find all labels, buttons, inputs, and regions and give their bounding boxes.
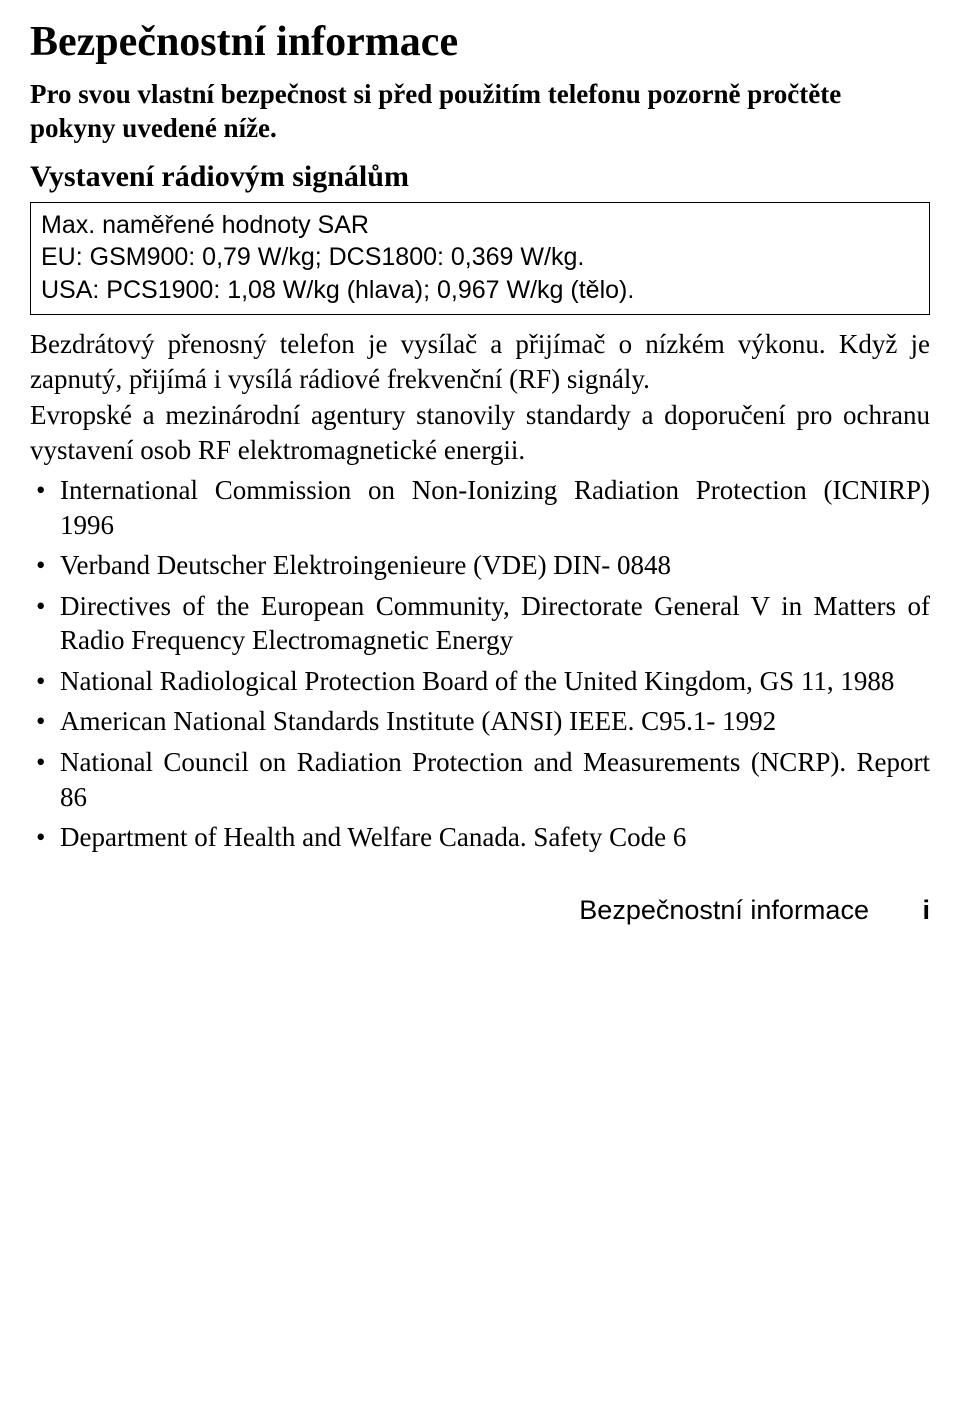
list-item: Verband Deutscher Elektroingenieure (VDE… [30, 548, 930, 583]
list-item: Directives of the European Community, Di… [30, 589, 930, 658]
sar-line-1: Max. naměřené hodnoty SAR [41, 209, 919, 242]
sar-line-3: USA: PCS1900: 1,08 W/kg (hlava); 0,967 W… [41, 274, 919, 307]
list-item: American National Standards Institute (A… [30, 704, 930, 739]
body-paragraph-2: Evropské a mezinárodní agentury stanovil… [30, 398, 930, 467]
footer-text: Bezpečnostní informace [579, 895, 869, 925]
page-title: Bezpečnostní informace [30, 18, 930, 66]
sar-line-2: EU: GSM900: 0,79 W/kg; DCS1800: 0,369 W/… [41, 241, 919, 274]
list-item: International Commission on Non-Ionizing… [30, 473, 930, 542]
sar-box: Max. naměřené hodnoty SAR EU: GSM900: 0,… [30, 202, 930, 316]
standards-list: International Commission on Non-Ionizing… [30, 473, 930, 854]
page-footer: Bezpečnostní informace i [30, 895, 930, 926]
list-item: National Council on Radiation Protection… [30, 745, 930, 814]
list-item: Department of Health and Welfare Canada.… [30, 820, 930, 855]
list-item: National Radiological Protection Board o… [30, 664, 930, 699]
footer-page-number: i [922, 895, 930, 925]
section-heading: Vystavení rádiovým signálům [30, 160, 930, 194]
intro-paragraph: Pro svou vlastní bezpečnost si před použ… [30, 78, 930, 146]
body-paragraph-1: Bezdrátový přenosný telefon je vysílač a… [30, 327, 930, 396]
